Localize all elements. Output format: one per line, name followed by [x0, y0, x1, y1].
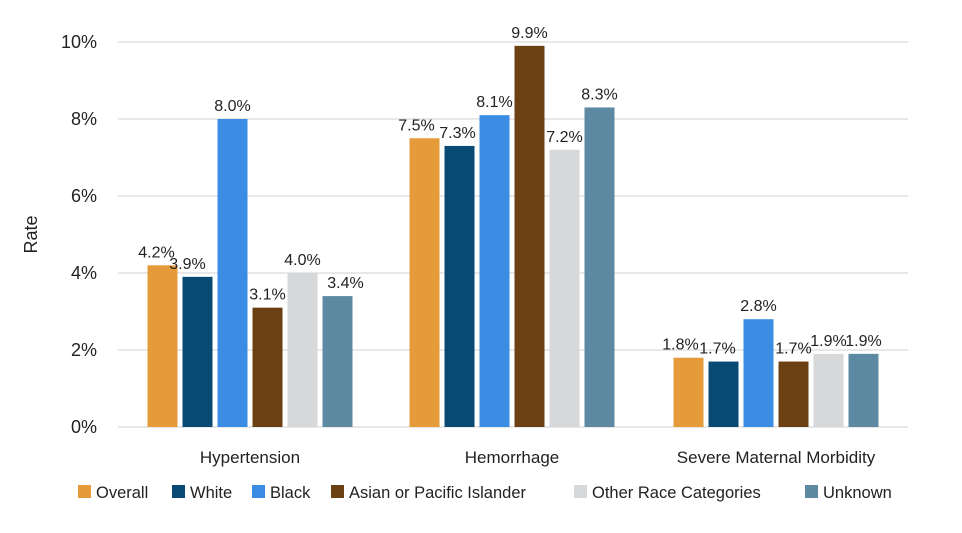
legend-label: Other Race Categories	[592, 484, 761, 502]
y-axis-title: Rate	[21, 215, 41, 253]
legend-swatch	[78, 485, 91, 498]
y-tick-label: 4%	[71, 263, 97, 283]
data-label: 3.4%	[327, 275, 363, 292]
bar-white-severe-maternal-morbidity	[708, 361, 739, 427]
bar-other-race-categories-hypertension	[287, 273, 318, 427]
data-label: 1.8%	[662, 337, 698, 354]
legend-label: Black	[270, 484, 311, 502]
legend-label: Unknown	[823, 484, 892, 502]
bar-black-severe-maternal-morbidity	[743, 319, 774, 427]
legend-swatch	[331, 485, 344, 498]
bar-black-hemorrhage	[479, 115, 510, 428]
data-label: 1.9%	[810, 333, 846, 350]
gridlines	[118, 41, 908, 428]
legend-label: White	[190, 484, 232, 502]
bar-asian-or-pacific-islander-hypertension	[252, 307, 283, 427]
x-category-label: Hemorrhage	[465, 448, 560, 467]
y-tick-label: 2%	[71, 340, 97, 360]
bar-overall-hemorrhage	[409, 138, 440, 427]
data-label: 3.9%	[169, 256, 205, 273]
x-axis-categories: Hypertension Hemorrhage Severe Maternal Mo…	[200, 448, 876, 467]
legend-swatch	[805, 485, 818, 498]
x-category-label: Severe Maternal Morbidity	[677, 448, 876, 467]
data-label: 1.7%	[699, 341, 735, 358]
bar-asian-or-pacific-islander-severe-maternal-morbidity	[778, 361, 809, 427]
bar-unknown-hypertension	[322, 296, 353, 427]
data-label: 9.9%	[511, 25, 547, 42]
data-label: 2.8%	[740, 298, 776, 315]
data-label: 1.9%	[845, 333, 881, 350]
bars	[147, 45, 879, 428]
legend-swatch	[574, 485, 587, 498]
data-labels: 4.2%3.9% 8.0% 3.1% 4.0% 3.4% 7.5% 7.3%8.1% 9.9%…	[138, 25, 881, 358]
bar-asian-or-pacific-islander-hemorrhage	[514, 45, 545, 427]
data-label: 3.1%	[249, 287, 285, 304]
data-label: 1.7%	[775, 341, 811, 358]
y-tick-label: 10%	[61, 32, 97, 52]
legend-label: Asian or Pacific Islander	[349, 484, 527, 502]
bar-black-hypertension	[217, 119, 248, 427]
bar-white-hypertension	[182, 276, 213, 427]
legend-swatch	[172, 485, 185, 498]
legend-label: Overall	[96, 484, 148, 502]
data-label: 4.2%	[138, 244, 174, 261]
data-label: 8.3%	[581, 86, 617, 103]
bar-other-race-categories-hemorrhage	[549, 149, 580, 428]
bar-white-hemorrhage	[444, 145, 475, 427]
data-label: 4.0%	[284, 252, 320, 269]
y-axis-ticks: 0% 2% 4% 6% 8% 10%	[61, 32, 97, 437]
legend: Overall White Black Asian or Pacific Island…	[78, 484, 892, 502]
bar-overall-hypertension	[147, 265, 178, 427]
data-label: 7.3%	[439, 125, 475, 142]
data-label: 8.0%	[214, 98, 250, 115]
bar-other-race-categories-severe-maternal-morbidity	[813, 353, 844, 427]
bar-unknown-hemorrhage	[584, 107, 615, 427]
legend-swatch	[252, 485, 265, 498]
bar-unknown-severe-maternal-morbidity	[848, 353, 879, 427]
data-label: 7.5%	[398, 117, 434, 134]
y-tick-label: 0%	[71, 417, 97, 437]
bar-overall-severe-maternal-morbidity	[673, 357, 704, 427]
x-category-label: Hypertension	[200, 448, 300, 467]
y-tick-label: 6%	[71, 186, 97, 206]
y-tick-label: 8%	[71, 109, 97, 129]
data-label: 7.2%	[546, 129, 582, 146]
data-label: 8.1%	[476, 94, 512, 111]
